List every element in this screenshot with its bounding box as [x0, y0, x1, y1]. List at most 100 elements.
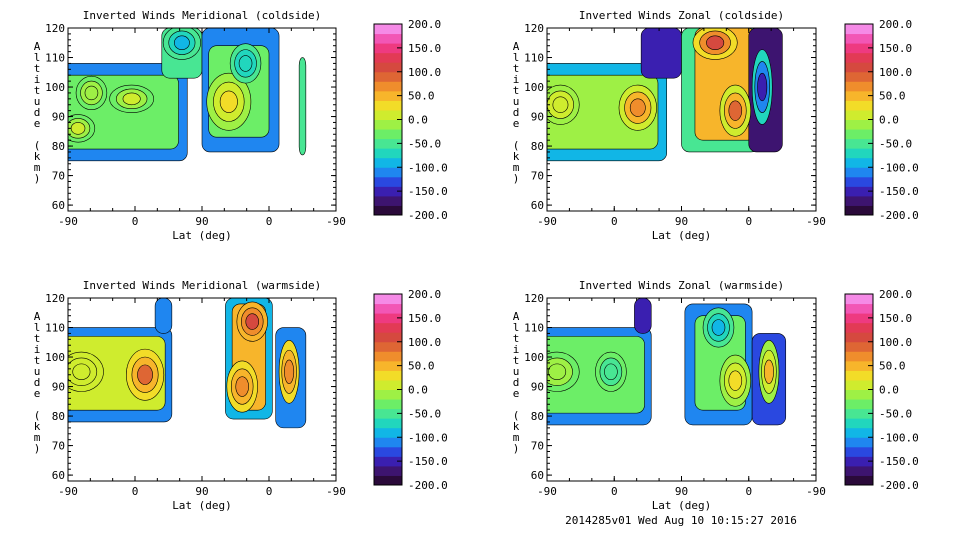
contour-cell	[137, 364, 153, 385]
y-tick-label: 120	[524, 292, 544, 305]
contour-cell	[548, 363, 567, 380]
colorbar-swatch	[374, 389, 402, 400]
colorbar-swatch	[374, 360, 402, 371]
chart-panel-4: -90 0 90 0 -90 60 70 80 90 100 110 120 Inverted Wind…	[500, 279, 919, 512]
contour-field	[500, 298, 787, 426]
colorbar-swatch	[845, 294, 873, 305]
colorbar-label: 100.0	[879, 66, 912, 79]
colorbar-swatch	[845, 341, 873, 352]
colorbar-swatch	[374, 351, 402, 362]
colorbar-swatch	[845, 119, 873, 130]
colorbar-swatch	[374, 176, 402, 187]
chart-title: Inverted Winds Meridional (coldside)	[83, 9, 321, 22]
colorbar-swatch	[845, 43, 873, 54]
colorbar-swatch	[374, 100, 402, 111]
contour-cell	[500, 364, 513, 380]
x-tick-label: -90	[806, 485, 826, 498]
x-tick-label: 90	[195, 215, 208, 228]
contour-region	[154, 298, 173, 334]
y-tick-label: 60	[52, 469, 65, 482]
y-tick-label: 90	[52, 381, 65, 394]
contour-cell	[238, 55, 253, 72]
y-tick-label: 80	[52, 140, 65, 153]
x-tick-label: -90	[537, 485, 557, 498]
colorbar-label: -200.0	[879, 209, 919, 222]
colorbar-swatch	[374, 148, 402, 159]
colorbar-label: 50.0	[408, 360, 435, 373]
colorbar-swatch	[374, 138, 402, 149]
contour-cell	[122, 92, 141, 106]
y-tick-label: 70	[531, 440, 544, 453]
colorbar-swatch	[374, 24, 402, 35]
y-tick-label: 60	[531, 199, 544, 212]
colorbar-label: -150.0	[879, 185, 919, 198]
colorbar: 200.0 150.0 100.0 50.0 0.0 -50.0 -100.0 -150.0 -…	[373, 288, 448, 492]
contour-cell	[284, 359, 295, 384]
colorbar-swatch	[374, 119, 402, 130]
y-tick-label: 100	[524, 351, 544, 364]
colorbar-swatch	[845, 322, 873, 333]
colorbar-swatch	[845, 313, 873, 324]
x-tick-label: 0	[132, 485, 139, 498]
chart-panel-2: -90 0 90 0 -90 60 70 80 90 100 110 120 Inverted Wind…	[513, 9, 919, 242]
x-tick-label: -90	[326, 485, 346, 498]
y-tick-label: 60	[531, 469, 544, 482]
x-tick-label: 0	[745, 485, 752, 498]
colorbar-swatch	[374, 205, 402, 216]
colorbar-swatch	[374, 332, 402, 343]
colorbar-swatch	[374, 399, 402, 410]
colorbar-swatch	[845, 176, 873, 187]
y-tick-label: 70	[52, 170, 65, 183]
y-tick-label: 80	[531, 410, 544, 423]
colorbar-label: 50.0	[879, 90, 906, 103]
colorbar-label: 0.0	[879, 384, 899, 397]
colorbar-swatch	[845, 205, 873, 216]
colorbar-label: -100.0	[879, 161, 919, 174]
x-axis-label: Lat (deg)	[652, 499, 712, 512]
y-tick-label: 120	[524, 22, 544, 35]
colorbar-swatch	[845, 360, 873, 371]
colorbar-label: 100.0	[879, 336, 912, 349]
contour-cell	[604, 363, 618, 380]
colorbar-label: -100.0	[408, 431, 448, 444]
colorbar-swatch	[845, 303, 873, 314]
colorbar-swatch	[374, 446, 402, 457]
contour-cell	[245, 313, 260, 330]
contour-cell	[629, 98, 646, 117]
colorbar-swatch	[374, 475, 402, 486]
contour-cell	[219, 90, 238, 113]
contour-cell	[763, 359, 774, 384]
x-tick-label: 90	[195, 485, 208, 498]
colorbar-swatch	[374, 370, 402, 381]
contour-region	[640, 28, 682, 79]
colorbar-swatch	[374, 322, 402, 333]
x-axis-label: Lat (deg)	[652, 229, 712, 242]
colorbar-label: 200.0	[408, 288, 441, 301]
colorbar-swatch	[845, 109, 873, 120]
y-tick-label: 110	[45, 52, 65, 65]
y-tick-label: 100	[45, 351, 65, 364]
contour-cell	[84, 85, 99, 101]
colorbar-swatch	[374, 186, 402, 197]
contour-cell	[728, 100, 743, 121]
colorbar-swatch	[374, 157, 402, 168]
colorbar: 200.0 150.0 100.0 50.0 0.0 -50.0 -100.0 -150.0 -…	[844, 288, 919, 492]
colorbar-swatch	[374, 109, 402, 120]
y-tick-label: 90	[52, 111, 65, 124]
colorbar-swatch	[374, 195, 402, 206]
colorbar-swatch	[374, 456, 402, 467]
contour-region	[634, 298, 652, 334]
colorbar-swatch	[845, 399, 873, 410]
y-tick-label: 110	[524, 322, 544, 335]
y-tick-label: 70	[531, 170, 544, 183]
colorbar-swatch	[845, 370, 873, 381]
colorbar-swatch	[374, 43, 402, 54]
colorbar-label: 150.0	[879, 312, 912, 325]
y-tick-label: 90	[531, 381, 544, 394]
x-tick-label: -90	[326, 215, 346, 228]
colorbar-swatch	[374, 418, 402, 429]
contour-cell	[706, 35, 725, 50]
